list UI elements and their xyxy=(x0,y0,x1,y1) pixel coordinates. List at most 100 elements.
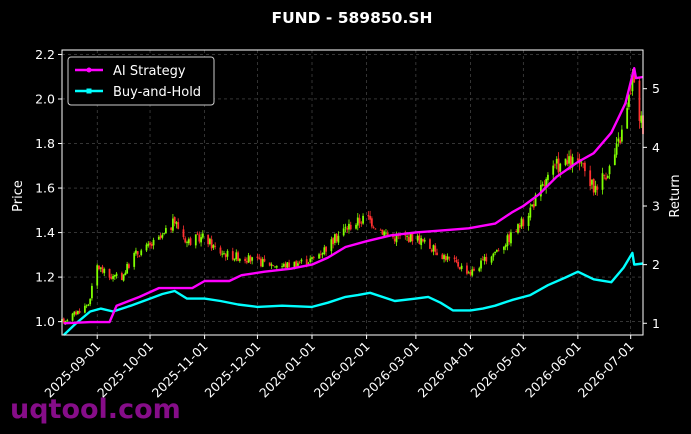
candle-body xyxy=(386,233,389,235)
candle-body xyxy=(497,250,500,252)
candle-body xyxy=(601,173,604,190)
candle-body xyxy=(325,246,327,252)
y-left-axis-label: Price xyxy=(11,180,26,212)
candle-body xyxy=(124,272,127,276)
candle-body xyxy=(337,235,340,243)
candle-body xyxy=(272,265,275,267)
candle-body xyxy=(172,218,174,231)
candle-body xyxy=(101,266,104,273)
candle-body xyxy=(458,267,461,270)
candle-body xyxy=(409,233,412,242)
candle-body xyxy=(231,251,234,260)
candle-body xyxy=(418,235,421,244)
candle-body xyxy=(112,276,114,279)
candle-body xyxy=(591,179,593,185)
candle-body xyxy=(360,222,363,224)
candle-body xyxy=(270,264,273,266)
candle-body xyxy=(282,264,285,267)
candle-body xyxy=(619,140,622,144)
candle-body xyxy=(356,217,359,226)
candle-body xyxy=(247,255,250,263)
candle-body xyxy=(150,243,153,246)
candle-body xyxy=(605,177,607,180)
candle-body xyxy=(140,250,143,256)
candle-body xyxy=(362,215,364,224)
candle-body xyxy=(617,138,620,142)
candle-body xyxy=(566,160,569,165)
candle-body xyxy=(189,238,192,245)
candle-body xyxy=(441,254,444,260)
candle-body xyxy=(626,108,629,129)
candle-body xyxy=(298,262,301,263)
candle-body xyxy=(186,241,188,243)
candle-body xyxy=(89,298,92,305)
candle-body xyxy=(281,266,283,268)
candle-body xyxy=(631,72,634,92)
candle-body xyxy=(434,245,437,252)
candle-body xyxy=(355,224,357,229)
candle-body xyxy=(258,257,261,259)
candle-body xyxy=(640,115,643,123)
candle-body xyxy=(510,232,512,244)
candle-body xyxy=(466,265,468,274)
candle-body xyxy=(568,156,570,164)
x-axis: 2025-09-012025-10-012025-11-012025-12-01… xyxy=(41,335,637,401)
candle-body xyxy=(555,158,558,164)
candle-body xyxy=(596,186,599,190)
legend-marker-buy-and-hold xyxy=(86,88,92,94)
candle-body xyxy=(481,259,484,261)
candle-body xyxy=(531,204,533,207)
candle-body xyxy=(416,235,419,241)
candle-body xyxy=(557,158,560,173)
candle-body xyxy=(309,258,312,262)
candle-body xyxy=(620,129,623,142)
candle-body xyxy=(207,234,210,245)
x-tick-label: 2026-04-01 xyxy=(415,339,477,401)
candle-body xyxy=(256,256,259,258)
series-line-buy-and-hold xyxy=(62,251,644,336)
candle-body xyxy=(201,233,204,238)
y-left-tick-label: 1.0 xyxy=(35,314,55,329)
y-right-tick-label: 4 xyxy=(652,140,660,155)
candle-body xyxy=(381,229,384,235)
candle-body xyxy=(110,277,113,280)
candle-body xyxy=(214,246,217,248)
candle-body xyxy=(423,239,426,242)
candle-body xyxy=(495,250,498,252)
y-left-tick-label: 1.8 xyxy=(35,136,55,151)
candle-body xyxy=(446,256,449,260)
candle-body xyxy=(152,239,155,246)
candle-body xyxy=(534,194,537,207)
candle-body xyxy=(177,222,180,229)
candle-body xyxy=(113,275,116,277)
candle-body xyxy=(83,305,86,313)
candle-body xyxy=(284,263,287,268)
legend-box xyxy=(67,56,215,106)
candle-body xyxy=(346,228,349,230)
candle-body xyxy=(66,320,69,322)
candle-body xyxy=(268,262,271,266)
candle-body xyxy=(147,243,150,246)
candle-body xyxy=(64,320,67,323)
candle-body xyxy=(335,233,338,242)
candle-body xyxy=(379,229,382,231)
candle-body xyxy=(385,232,387,234)
y-right-tick-label: 2 xyxy=(652,257,660,272)
candle-body xyxy=(133,253,136,267)
x-tick-label: 2025-12-01 xyxy=(202,339,264,401)
candle-body xyxy=(319,254,322,256)
candle-body xyxy=(187,239,190,244)
candle-body xyxy=(85,305,88,307)
candle-body xyxy=(288,262,291,268)
candle-body xyxy=(251,257,254,261)
candle-body xyxy=(473,268,475,271)
candle-body xyxy=(223,253,225,254)
candle-body xyxy=(164,228,167,234)
candle-body xyxy=(372,227,375,228)
candle-body xyxy=(455,259,458,263)
candle-body xyxy=(208,238,211,245)
candle-body xyxy=(485,257,488,262)
x-tick-label: 2026-06-01 xyxy=(522,339,584,401)
candle-body xyxy=(333,234,336,243)
candle-body xyxy=(564,158,567,166)
